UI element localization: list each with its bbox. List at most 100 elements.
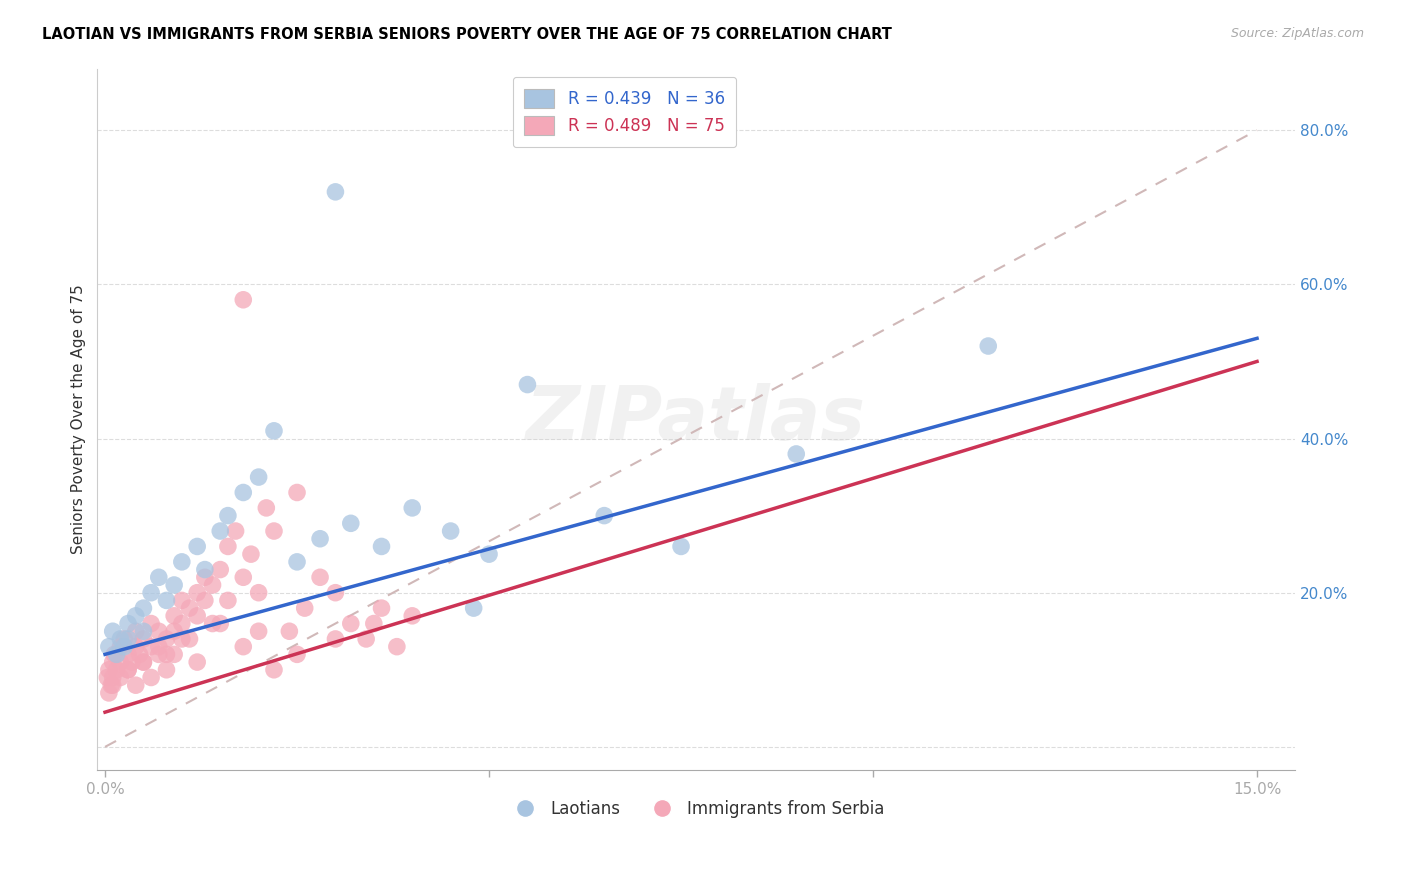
- Point: [263, 424, 285, 438]
- Point: [148, 640, 170, 654]
- Point: [247, 585, 270, 599]
- Text: LAOTIAN VS IMMIGRANTS FROM SERBIA SENIORS POVERTY OVER THE AGE OF 75 CORRELATION: LAOTIAN VS IMMIGRANTS FROM SERBIA SENIOR…: [42, 27, 891, 42]
- Point: [139, 616, 162, 631]
- Point: [101, 624, 124, 639]
- Point: [401, 500, 423, 515]
- Point: [354, 632, 377, 646]
- Point: [125, 640, 148, 654]
- Point: [232, 485, 254, 500]
- Point: [370, 601, 392, 615]
- Point: [201, 616, 224, 631]
- Point: [977, 339, 1000, 353]
- Point: [225, 524, 247, 538]
- Point: [125, 608, 148, 623]
- Point: [155, 593, 177, 607]
- Point: [101, 671, 124, 685]
- Point: [669, 540, 692, 554]
- Point: [132, 632, 155, 646]
- Point: [105, 663, 128, 677]
- Y-axis label: Seniors Poverty Over the Age of 75: Seniors Poverty Over the Age of 75: [72, 285, 86, 554]
- Point: [170, 555, 193, 569]
- Point: [263, 663, 285, 677]
- Point: [155, 663, 177, 677]
- Point: [385, 640, 408, 654]
- Point: [285, 555, 308, 569]
- Point: [232, 293, 254, 307]
- Point: [186, 608, 208, 623]
- Point: [125, 624, 148, 639]
- Point: [96, 671, 118, 685]
- Point: [294, 601, 316, 615]
- Point: [339, 616, 361, 631]
- Point: [132, 601, 155, 615]
- Point: [117, 663, 139, 677]
- Point: [132, 655, 155, 669]
- Point: [401, 608, 423, 623]
- Point: [478, 547, 501, 561]
- Point: [117, 663, 139, 677]
- Point: [117, 648, 139, 662]
- Point: [186, 655, 208, 669]
- Legend: Laotians, Immigrants from Serbia: Laotians, Immigrants from Serbia: [502, 794, 891, 825]
- Point: [163, 608, 186, 623]
- Point: [170, 616, 193, 631]
- Point: [217, 593, 239, 607]
- Point: [139, 585, 162, 599]
- Point: [132, 624, 155, 639]
- Point: [285, 648, 308, 662]
- Point: [179, 632, 201, 646]
- Point: [112, 640, 135, 654]
- Point: [194, 570, 217, 584]
- Point: [201, 578, 224, 592]
- Point: [209, 563, 232, 577]
- Point: [194, 563, 217, 577]
- Point: [247, 624, 270, 639]
- Point: [155, 648, 177, 662]
- Text: Source: ZipAtlas.com: Source: ZipAtlas.com: [1230, 27, 1364, 40]
- Point: [232, 570, 254, 584]
- Point: [209, 616, 232, 631]
- Point: [516, 377, 538, 392]
- Point: [163, 578, 186, 592]
- Point: [139, 671, 162, 685]
- Point: [148, 570, 170, 584]
- Point: [117, 616, 139, 631]
- Point: [148, 624, 170, 639]
- Point: [232, 640, 254, 654]
- Point: [101, 655, 124, 669]
- Point: [263, 524, 285, 538]
- Point: [247, 470, 270, 484]
- Point: [110, 655, 132, 669]
- Point: [117, 632, 139, 646]
- Point: [170, 593, 193, 607]
- Point: [325, 185, 347, 199]
- Point: [110, 671, 132, 685]
- Point: [110, 632, 132, 646]
- Point: [97, 640, 120, 654]
- Point: [112, 632, 135, 646]
- Point: [186, 585, 208, 599]
- Point: [278, 624, 301, 639]
- Point: [121, 655, 143, 669]
- Point: [128, 648, 150, 662]
- Point: [325, 585, 347, 599]
- Point: [217, 508, 239, 523]
- Text: ZIPatlas: ZIPatlas: [526, 383, 866, 456]
- Point: [155, 632, 177, 646]
- Point: [593, 508, 616, 523]
- Point: [363, 616, 385, 631]
- Point: [285, 485, 308, 500]
- Point: [101, 678, 124, 692]
- Point: [100, 678, 122, 692]
- Point: [97, 663, 120, 677]
- Point: [217, 540, 239, 554]
- Point: [148, 648, 170, 662]
- Point: [209, 524, 232, 538]
- Point: [309, 570, 332, 584]
- Point: [309, 532, 332, 546]
- Point: [785, 447, 807, 461]
- Point: [163, 624, 186, 639]
- Point: [325, 632, 347, 646]
- Point: [170, 632, 193, 646]
- Point: [194, 593, 217, 607]
